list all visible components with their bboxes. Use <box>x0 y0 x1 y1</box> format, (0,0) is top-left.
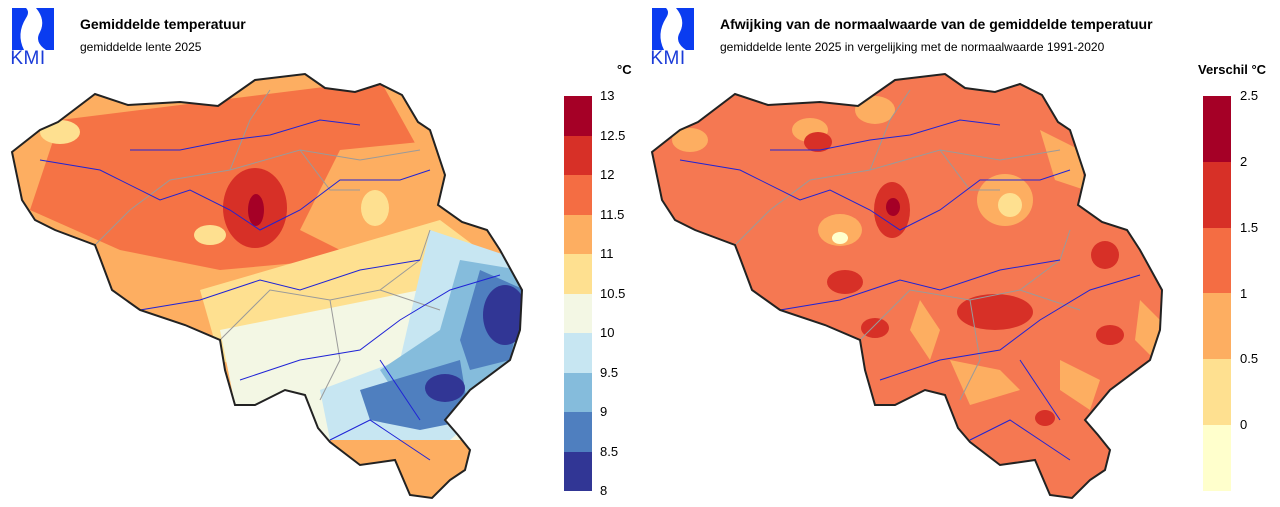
map-title: Afwijking van de normaalwaarde van de ge… <box>720 16 1153 32</box>
legend-color-cell <box>564 96 592 136</box>
legend-color-cell <box>1203 359 1231 426</box>
legend-tick-label: 0 <box>1240 417 1248 433</box>
legend-tick-label: 1.5 <box>1240 219 1259 235</box>
legend-color-cell <box>564 333 592 373</box>
legend-color-cell <box>564 293 592 333</box>
legend-color-cell <box>1203 161 1231 228</box>
legend-tick-label: 10 <box>600 325 615 340</box>
map-title: Gemiddelde temperatuur <box>80 16 246 32</box>
legend-tick-label: 12 <box>600 167 615 182</box>
legend-tick-label: 2 <box>1240 153 1248 169</box>
kmi-logo-icon <box>12 8 54 50</box>
legend-color-cell <box>1203 96 1231 162</box>
legend-tick-label: 1 <box>1240 285 1248 301</box>
legend-color-cell <box>1203 293 1231 360</box>
legend-unit: °C <box>617 62 632 77</box>
legend-color-cell <box>1203 425 1231 491</box>
legend-color-cell <box>564 372 592 412</box>
legend-tick-label: 13 <box>600 88 615 103</box>
legend-color-cell <box>564 254 592 294</box>
legend-tick-label: 2.5 <box>1240 88 1259 103</box>
map-subtitle: gemiddelde lente 2025 in vergelijking me… <box>720 40 1105 54</box>
panel-mean-temperature: KMI Gemiddelde temperatuur gemiddelde le… <box>10 8 632 499</box>
panel-temperature-anomaly: KMI Afwijking van de normaalwaarde van d… <box>640 0 1280 507</box>
legend-color-cell <box>1203 227 1231 294</box>
kmi-logo-text: KMI <box>650 48 686 69</box>
legend-color-cell <box>564 175 592 215</box>
legend-color-cell <box>564 214 592 254</box>
legend-tick-label: 8.5 <box>600 443 619 459</box>
temperature-legend <box>564 96 592 491</box>
legend-tick-label: 10.5 <box>600 285 626 301</box>
legend-tick-label: 11.5 <box>600 206 625 222</box>
legend-color-bar <box>1203 96 1231 491</box>
legend-unit: Verschil °C <box>1198 62 1267 77</box>
anomaly-map <box>651 73 1163 499</box>
legend-color-bar <box>564 96 592 491</box>
legend-tick-label: 12.5 <box>600 127 626 143</box>
legend-tick-label: 9 <box>600 404 608 419</box>
legend-tick-label: 0.5 <box>1240 351 1259 367</box>
legend-color-cell <box>564 135 592 175</box>
legend-color-cell <box>564 412 592 452</box>
kmi-logo-text: KMI <box>10 48 46 69</box>
map-subtitle: gemiddelde lente 2025 <box>80 40 202 54</box>
legend-color-cell <box>564 451 592 491</box>
anomaly-legend <box>1203 96 1231 491</box>
kmi-logo-icon <box>652 8 694 50</box>
legend-tick-label: 8 <box>600 483 608 498</box>
legend-tick-label: 11 <box>600 246 614 261</box>
legend-tick-label: 9.5 <box>600 364 619 380</box>
temperature-map <box>11 73 523 499</box>
